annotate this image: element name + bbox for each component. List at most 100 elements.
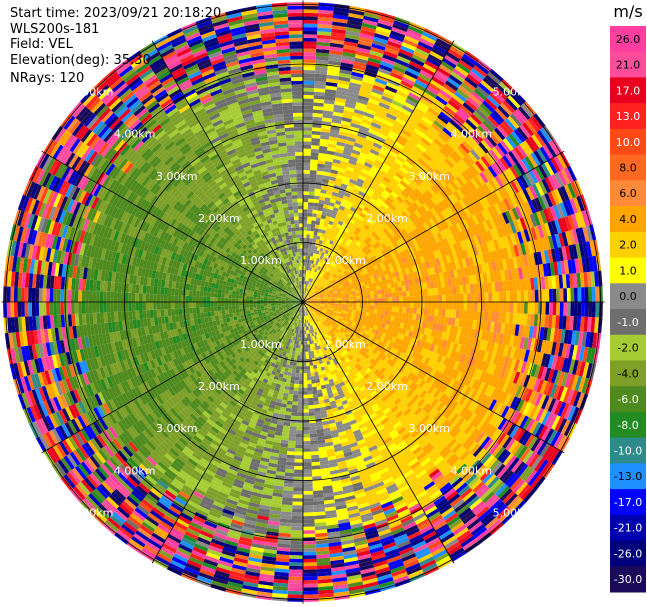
velocity-gate [551, 275, 557, 289]
velocity-gate [332, 319, 337, 324]
velocity-gate [305, 304, 309, 307]
velocity-gate [523, 488, 537, 503]
velocity-gate [327, 235, 332, 240]
velocity-gate [571, 375, 579, 391]
velocity-gate [326, 278, 331, 282]
velocity-gate [446, 170, 456, 181]
velocity-gate [346, 251, 351, 257]
velocity-gate [310, 148, 319, 153]
velocity-gate [407, 342, 413, 350]
velocity-gate [328, 136, 338, 142]
velocity-gate [390, 316, 395, 322]
velocity-gate [386, 380, 394, 388]
velocity-gate [315, 177, 323, 183]
velocity-gate [479, 185, 489, 197]
velocity-gate [490, 204, 499, 217]
velocity-gate [401, 328, 407, 336]
velocity-gate [309, 267, 313, 271]
velocity-gate [369, 168, 378, 176]
velocity-gate [311, 245, 315, 250]
velocity-gate [332, 21, 348, 27]
velocity-gate [564, 343, 571, 359]
velocity-gate [429, 281, 435, 289]
velocity-gate [384, 209, 392, 217]
velocity-gate [409, 193, 418, 202]
velocity-gate [396, 332, 402, 340]
velocity-gate [364, 67, 378, 75]
velocity-gate [341, 256, 346, 262]
velocity-gate [452, 309, 457, 318]
velocity-gate [413, 368, 421, 376]
velocity-gate [419, 183, 428, 193]
velocity-gate [323, 285, 327, 289]
velocity-gate [384, 47, 399, 56]
velocity-gate [406, 95, 419, 105]
velocity-gate [475, 223, 483, 235]
velocity-gate [527, 435, 538, 450]
velocity-gate [382, 259, 388, 266]
velocity-gate [516, 218, 524, 232]
velocity-gate [309, 290, 312, 294]
velocity-gate [449, 440, 460, 451]
velocity-gate [485, 410, 495, 423]
velocity-gate [419, 155, 430, 164]
velocity-gate [327, 299, 332, 301]
velocity-gate [346, 92, 359, 99]
velocity-gate [372, 39, 387, 48]
velocity-gate [531, 134, 543, 149]
velocity-gate [582, 362, 590, 378]
velocity-gate [326, 308, 331, 311]
velocity-gate [315, 59, 329, 65]
velocity-gate [456, 362, 463, 372]
velocity-gate [402, 146, 413, 155]
velocity-gate [414, 407, 423, 416]
velocity-gate [391, 99, 404, 108]
velocity-gate [382, 369, 389, 377]
velocity-gate [313, 302, 318, 304]
velocity-gate [551, 315, 557, 329]
velocity-gate [312, 386, 317, 391]
velocity-gate [306, 237, 310, 242]
velocity-gate [441, 160, 452, 171]
velocity-gate [383, 314, 388, 320]
velocity-gate [506, 369, 514, 382]
velocity-gate [409, 307, 414, 314]
velocity-gate [362, 311, 367, 316]
velocity-gate [430, 308, 435, 316]
velocity-gate [342, 297, 346, 300]
velocity-gate [487, 311, 492, 322]
velocity-gate [467, 457, 479, 469]
velocity-gate [494, 175, 504, 188]
velocity-gate [316, 278, 320, 282]
velocity-gate [508, 312, 514, 324]
velocity-gate [479, 103, 493, 116]
velocity-gate [352, 264, 357, 269]
velocity-gate [395, 117, 407, 126]
velocity-gate [314, 88, 326, 93]
velocity-gate [439, 148, 450, 159]
velocity-gate [312, 238, 317, 243]
velocity-gate [323, 293, 327, 296]
velocity-gate [414, 79, 428, 89]
velocity-gate [363, 277, 368, 283]
velocity-gate [486, 230, 494, 242]
velocity-gate [398, 291, 403, 297]
velocity-gate [400, 221, 407, 229]
velocity-gate [338, 76, 351, 82]
velocity-gate [567, 259, 573, 274]
velocity-gate [473, 391, 482, 402]
velocity-gate [446, 270, 452, 280]
velocity-gate [353, 281, 358, 286]
velocity-gate [463, 267, 469, 277]
velocity-gate [427, 407, 437, 417]
velocity-gate [559, 288, 564, 302]
velocity-gate [337, 289, 341, 293]
velocity-gate [316, 313, 320, 317]
velocity-gate [309, 238, 314, 243]
velocity-gate [303, 180, 310, 185]
velocity-gate [318, 315, 323, 319]
velocity-gate [424, 60, 439, 71]
velocity-gate [437, 309, 442, 317]
velocity-gate [337, 220, 344, 226]
velocity-gate [475, 369, 483, 381]
